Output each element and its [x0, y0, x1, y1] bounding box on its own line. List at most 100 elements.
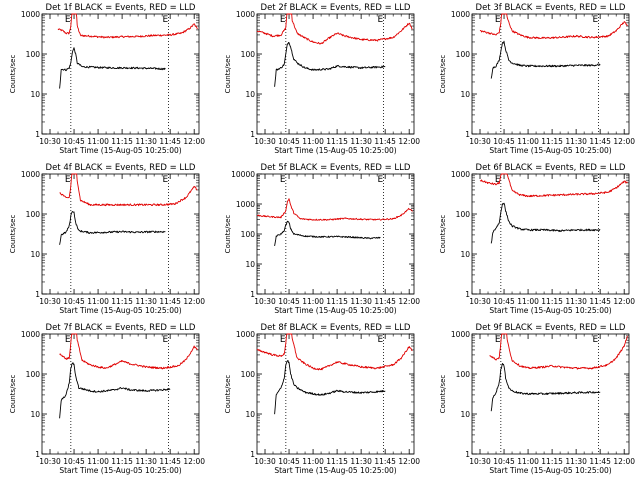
x-axis-label: Start Time (15-Aug-05 10:25:00): [489, 466, 611, 475]
chart-title: Det 1f BLACK = Events, RED = LLD: [46, 3, 196, 13]
x-tick-label: 12:00: [613, 457, 635, 466]
y-tick-label: 1: [465, 130, 470, 139]
x-tick-label: 11:45: [589, 297, 611, 306]
chart-title: Det 4f BLACK = Events, RED = LLD: [46, 163, 196, 173]
plot-frame: [471, 333, 630, 455]
x-tick-label: 11:00: [302, 457, 324, 466]
y-axis-label: Counts/sec: [224, 375, 232, 414]
chart-panel: Det 6f BLACK = Events, RED = LLD 1 10 100 10…: [439, 163, 635, 315]
plot-frame: [41, 333, 200, 455]
chart-panel: Det 1f BLACK = Events, RED = LLD 1 10 100 10…: [9, 3, 205, 155]
x-tick-label: 10:45: [278, 457, 300, 466]
x-tick-label: 11:00: [517, 297, 539, 306]
y-tick-label: 1000: [236, 330, 255, 339]
event-marker-label: E: [163, 335, 169, 345]
y-tick-label: 10: [245, 90, 255, 99]
x-tick-label: 11:00: [517, 137, 539, 146]
x-axis-label: Start Time (15-Aug-05 10:25:00): [489, 146, 611, 155]
y-tick-label: 1000: [236, 10, 255, 19]
y-tick-label: 100: [456, 50, 471, 59]
x-tick-label: 12:00: [398, 457, 420, 466]
chart-title: Det 7f BLACK = Events, RED = LLD: [46, 323, 196, 333]
plot-frame: [41, 173, 200, 295]
x-tick-label: 12:00: [183, 297, 205, 306]
lld-series-line: [479, 173, 628, 198]
lld-series-line: [256, 333, 413, 371]
x-tick-label: 10:30: [254, 457, 276, 466]
chart-panel: Det 9f BLACK = Events, RED = LLD 1 10 100 10…: [439, 323, 635, 475]
y-tick-label: 100: [26, 50, 41, 59]
lld-series-line: [479, 13, 628, 40]
chart-panel: Det 3f BLACK = Events, RED = LLD 1 10 100 10…: [439, 3, 635, 155]
events-series-line: [59, 362, 171, 419]
events-series-line: [59, 47, 166, 89]
chart-panel: Det 7f BLACK = Events, RED = LLD 1 10 100 10…: [9, 323, 205, 475]
event-marker-label: E: [495, 175, 501, 185]
x-tick-label: 12:00: [613, 137, 635, 146]
x-tick-label: 10:45: [63, 457, 85, 466]
event-marker-label: E: [378, 15, 384, 25]
y-tick-label: 1: [35, 130, 40, 139]
x-tick-label: 10:30: [469, 457, 491, 466]
x-tick-label: 11:30: [135, 137, 157, 146]
x-tick-label: 10:30: [469, 297, 491, 306]
events-series-line: [274, 42, 386, 87]
x-tick-label: 11:00: [302, 297, 324, 306]
events-series-line: [274, 360, 386, 415]
x-axis-label: Start Time (15-Aug-05 10:25:00): [59, 146, 181, 155]
x-tick-label: 11:45: [589, 137, 611, 146]
y-tick-label: 1: [250, 130, 255, 139]
x-tick-label: 11:15: [541, 297, 563, 306]
x-tick-label: 11:45: [374, 457, 396, 466]
x-tick-label: 11:45: [159, 137, 181, 146]
plot-frame: [256, 333, 415, 455]
y-tick-label: 1000: [451, 170, 470, 179]
y-tick-label: 100: [241, 50, 256, 59]
event-marker-label: E: [280, 335, 286, 345]
x-tick-label: 11:30: [565, 137, 587, 146]
chart-panel: Det 5f BLACK = Events, RED = LLD 1 10 100 10…: [224, 163, 420, 315]
y-tick-label: 10: [30, 410, 40, 419]
y-tick-label: 1: [465, 290, 470, 299]
y-tick-label: 10: [30, 90, 40, 99]
y-tick-label: 1: [35, 290, 40, 299]
x-tick-label: 11:45: [374, 137, 396, 146]
x-tick-label: 11:45: [589, 457, 611, 466]
y-tick-label: 100: [241, 230, 256, 239]
event-marker-label: E: [65, 175, 71, 185]
y-tick-label: 1000: [21, 10, 40, 19]
x-tick-label: 11:15: [111, 297, 133, 306]
x-tick-label: 11:30: [350, 457, 372, 466]
y-tick-label: 1000: [451, 10, 470, 19]
lld-series-line: [257, 198, 413, 221]
x-tick-label: 11:15: [111, 457, 133, 466]
x-tick-label: 11:00: [517, 457, 539, 466]
events-series-line: [59, 211, 166, 245]
x-axis-label: Start Time (15-Aug-05 10:25:00): [489, 306, 611, 315]
chart-panel: Det 4f BLACK = Events, RED = LLD 1 10 100 10…: [9, 163, 205, 315]
x-tick-label: 11:15: [541, 457, 563, 466]
events-series-line: [490, 363, 601, 412]
y-axis-label: Counts/sec: [439, 55, 447, 94]
events-series-line: [490, 202, 601, 244]
y-axis-label: Counts/sec: [9, 215, 17, 254]
x-tick-label: 11:15: [541, 137, 563, 146]
x-tick-label: 12:00: [613, 297, 635, 306]
x-tick-label: 10:45: [493, 297, 515, 306]
x-tick-label: 10:45: [278, 297, 300, 306]
x-tick-label: 10:45: [493, 457, 515, 466]
x-tick-label: 10:45: [278, 137, 300, 146]
event-marker-label: E: [65, 15, 71, 25]
x-tick-label: 10:45: [63, 297, 85, 306]
x-axis-label: Start Time (15-Aug-05 10:25:00): [59, 466, 181, 475]
x-tick-label: 11:45: [159, 297, 181, 306]
y-tick-label: 1: [250, 450, 255, 459]
x-tick-label: 11:00: [87, 297, 109, 306]
y-axis-label: Counts/sec: [439, 215, 447, 254]
plot-frame: [471, 173, 630, 295]
y-tick-label: 1000: [21, 170, 40, 179]
